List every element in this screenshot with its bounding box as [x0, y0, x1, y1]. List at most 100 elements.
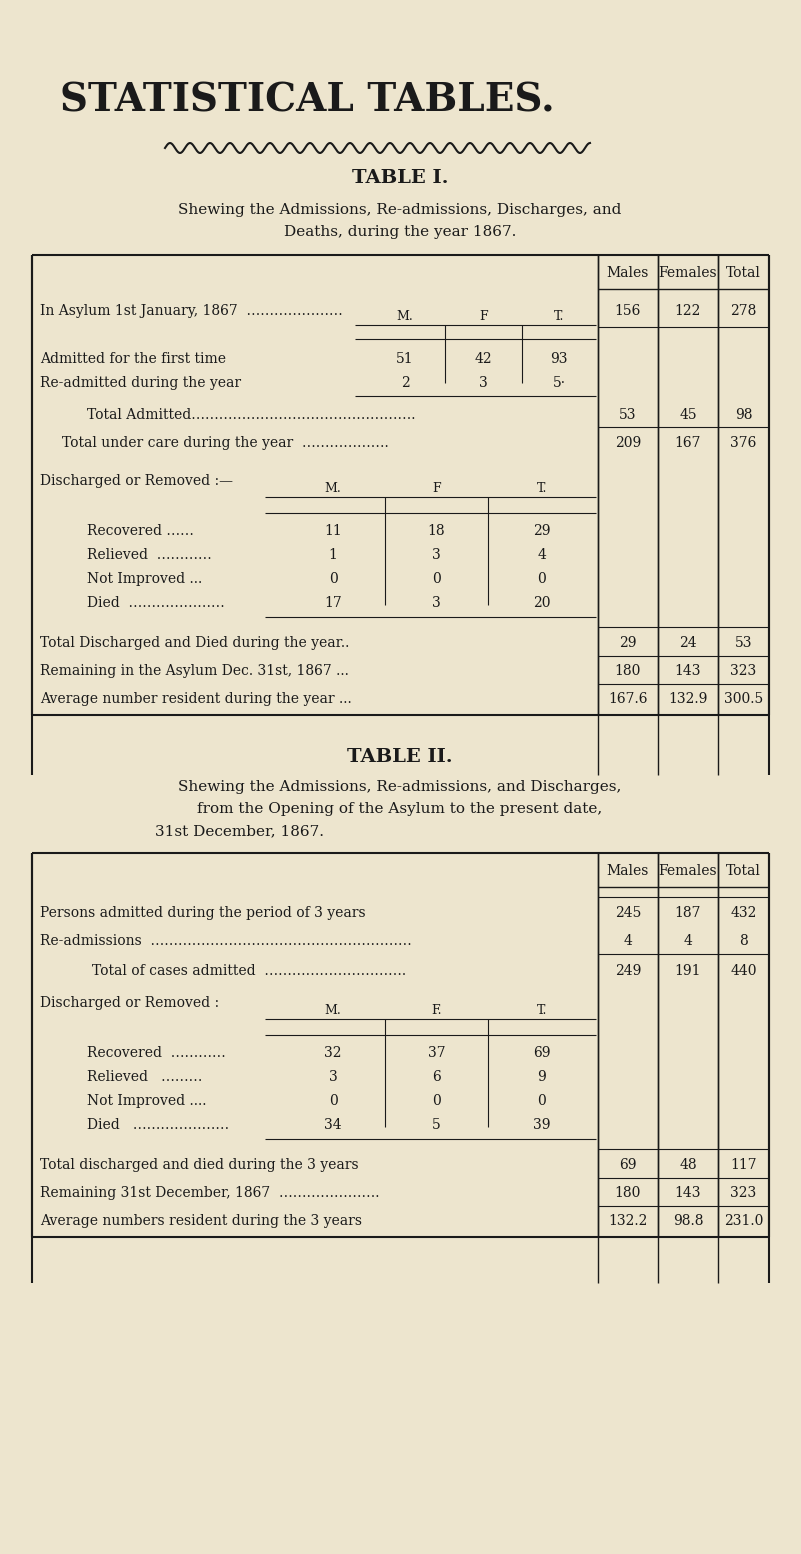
Text: 24: 24	[679, 636, 697, 650]
Text: Remaining in the Asylum Dec. 31st, 1867 ...: Remaining in the Asylum Dec. 31st, 1867 …	[40, 664, 349, 678]
Text: Recovered  …………: Recovered …………	[87, 1046, 226, 1060]
Text: T.: T.	[553, 309, 564, 323]
Text: Total: Total	[726, 266, 761, 280]
Text: TABLE I.: TABLE I.	[352, 169, 449, 186]
Text: 5·: 5·	[553, 376, 566, 390]
Text: 323: 323	[731, 1186, 757, 1200]
Text: Relieved   ………: Relieved ………	[87, 1071, 203, 1085]
Text: 3: 3	[328, 1071, 337, 1085]
Text: Not Improved ...: Not Improved ...	[87, 572, 202, 586]
Text: 180: 180	[615, 664, 641, 678]
Text: from the Opening of the Asylum to the present date,: from the Opening of the Asylum to the pr…	[197, 802, 602, 816]
Text: 278: 278	[731, 305, 757, 319]
Text: Total Discharged and Died during the year..: Total Discharged and Died during the yea…	[40, 636, 349, 650]
Text: Re-admitted during the year: Re-admitted during the year	[40, 376, 241, 390]
Text: 51: 51	[396, 353, 414, 367]
Text: 3: 3	[432, 549, 441, 563]
Text: 167: 167	[674, 437, 701, 451]
Text: Females: Females	[658, 864, 718, 878]
Text: Died  …………………: Died …………………	[87, 597, 225, 611]
Text: M.: M.	[396, 309, 413, 323]
Text: Shewing the Admissions, Re-admissions, Discharges, and: Shewing the Admissions, Re-admissions, D…	[179, 204, 622, 218]
Text: 167.6: 167.6	[608, 692, 648, 706]
Text: 180: 180	[615, 1186, 641, 1200]
Text: 0: 0	[432, 572, 441, 586]
Text: M.: M.	[324, 1004, 341, 1016]
Text: 34: 34	[324, 1117, 342, 1131]
Text: In Asylum 1st January, 1867  …………………: In Asylum 1st January, 1867 …………………	[40, 305, 343, 319]
Text: 53: 53	[619, 409, 637, 423]
Text: 9: 9	[537, 1071, 546, 1085]
Text: Recovered ……: Recovered ……	[87, 524, 194, 538]
Text: 6: 6	[432, 1071, 441, 1085]
Text: 69: 69	[533, 1046, 551, 1060]
Text: 143: 143	[674, 1186, 701, 1200]
Text: Discharged or Removed :—: Discharged or Removed :—	[40, 474, 233, 488]
Text: Males: Males	[607, 266, 649, 280]
Text: 117: 117	[731, 1158, 757, 1172]
Text: 2: 2	[400, 376, 409, 390]
Text: 69: 69	[619, 1158, 637, 1172]
Text: 53: 53	[735, 636, 752, 650]
Text: Re-admissions  …………………………………………………: Re-admissions …………………………………………………	[40, 934, 412, 948]
Text: Deaths, during the year 1867.: Deaths, during the year 1867.	[284, 225, 516, 239]
Text: 11: 11	[324, 524, 342, 538]
Text: 4: 4	[537, 549, 546, 563]
Text: Admitted for the first time: Admitted for the first time	[40, 353, 226, 367]
Text: Females: Females	[658, 266, 718, 280]
Text: 122: 122	[674, 305, 701, 319]
Text: F: F	[479, 309, 488, 323]
Text: 191: 191	[674, 963, 701, 977]
Text: 39: 39	[533, 1117, 551, 1131]
Text: Not Improved ....: Not Improved ....	[87, 1094, 207, 1108]
Text: 32: 32	[324, 1046, 342, 1060]
Text: 245: 245	[615, 906, 641, 920]
Text: 432: 432	[731, 906, 757, 920]
Text: 0: 0	[432, 1094, 441, 1108]
Text: 29: 29	[533, 524, 551, 538]
Text: 143: 143	[674, 664, 701, 678]
Text: T.: T.	[537, 1004, 547, 1016]
Text: 0: 0	[537, 572, 546, 586]
Text: 376: 376	[731, 437, 757, 451]
Text: 3: 3	[432, 597, 441, 611]
Text: Total: Total	[726, 864, 761, 878]
Text: 0: 0	[328, 572, 337, 586]
Text: Remaining 31st December, 1867  ………………….: Remaining 31st December, 1867 ………………….	[40, 1186, 380, 1200]
Text: 249: 249	[615, 963, 641, 977]
Text: 0: 0	[328, 1094, 337, 1108]
Text: Total Admitted………………………………………….: Total Admitted………………………………………….	[87, 409, 416, 423]
Text: 17: 17	[324, 597, 342, 611]
Text: Average number resident during the year ...: Average number resident during the year …	[40, 692, 352, 706]
Text: Total of cases admitted  ………………………….: Total of cases admitted ………………………….	[92, 963, 406, 977]
Text: Discharged or Removed :: Discharged or Removed :	[40, 996, 219, 1010]
Text: 132.2: 132.2	[608, 1214, 648, 1228]
Text: Died   …………………: Died …………………	[87, 1117, 229, 1131]
Text: 156: 156	[615, 305, 641, 319]
Text: F.: F.	[431, 1004, 441, 1016]
Text: 5: 5	[432, 1117, 441, 1131]
Text: 3: 3	[479, 376, 488, 390]
Text: F: F	[433, 482, 441, 494]
Text: 31st December, 1867.: 31st December, 1867.	[155, 824, 324, 838]
Text: 29: 29	[619, 636, 637, 650]
Text: STATISTICAL TABLES.: STATISTICAL TABLES.	[60, 81, 554, 120]
Text: Persons admitted during the period of 3 years: Persons admitted during the period of 3 …	[40, 906, 365, 920]
Text: 20: 20	[533, 597, 551, 611]
Text: Shewing the Admissions, Re-admissions, and Discharges,: Shewing the Admissions, Re-admissions, a…	[179, 780, 622, 794]
Text: 440: 440	[731, 963, 757, 977]
Text: 45: 45	[679, 409, 697, 423]
Text: 98: 98	[735, 409, 752, 423]
Text: 0: 0	[537, 1094, 546, 1108]
Text: M.: M.	[324, 482, 341, 494]
Text: 37: 37	[428, 1046, 445, 1060]
Text: 93: 93	[550, 353, 568, 367]
Text: 4: 4	[623, 934, 633, 948]
Text: Relieved  …………: Relieved …………	[87, 549, 211, 563]
Text: 18: 18	[428, 524, 445, 538]
Text: Males: Males	[607, 864, 649, 878]
Text: 231.0: 231.0	[724, 1214, 763, 1228]
Text: 98.8: 98.8	[673, 1214, 703, 1228]
Text: 300.5: 300.5	[724, 692, 763, 706]
Text: T.: T.	[537, 482, 547, 494]
